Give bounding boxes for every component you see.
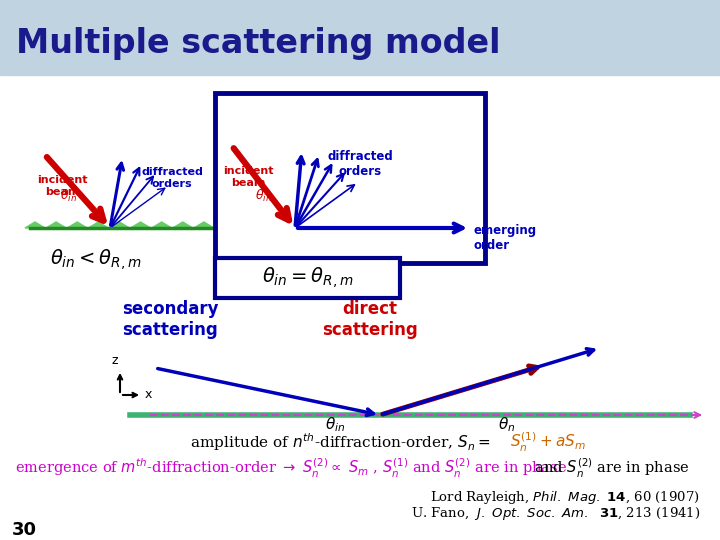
Text: $\theta_{in}$: $\theta_{in}$ [60,188,77,204]
Bar [215,258,400,298]
Bar [0,0,720,75]
Text: incident
beam: incident beam [222,166,274,187]
Text: amplitude of $n^{th}$-diffraction-order, $S_n = $: amplitude of $n^{th}$-diffraction-order,… [190,431,490,453]
Text: $S_n^{(1)} + aS_m$: $S_n^{(1)} + aS_m$ [510,430,586,454]
Polygon shape [405,222,431,228]
Text: secondary
scattering: secondary scattering [122,300,218,339]
Text: Lord Rayleigh, $\mathit{Phil.\ Mag.}$ $\mathbf{14}$, 60 (1907): Lord Rayleigh, $\mathit{Phil.\ Mag.}$ $\… [431,489,700,505]
Polygon shape [67,222,87,228]
Polygon shape [215,222,235,228]
Polygon shape [324,222,349,228]
Text: x: x [145,388,153,402]
Polygon shape [378,222,403,228]
Polygon shape [152,222,171,228]
Polygon shape [89,222,108,228]
Text: Multiple scattering model: Multiple scattering model [16,28,500,60]
Text: emerging
order: emerging order [474,224,537,252]
Text: $\theta_{in} = \theta_{R,m}$: $\theta_{in} = \theta_{R,m}$ [261,266,354,291]
Polygon shape [194,222,214,228]
Text: and $S_n^{(2)}$ are in phase: and $S_n^{(2)}$ are in phase [530,456,690,480]
Polygon shape [243,222,268,228]
Polygon shape [351,222,377,228]
Text: $\theta_{in}$: $\theta_{in}$ [325,415,346,434]
Bar [215,93,485,263]
Text: $\theta_n$: $\theta_n$ [498,415,516,434]
Polygon shape [46,222,66,228]
Text: U. Fano,  $\mathit{J.\ Opt.\ Soc.\ Am.}$  $\mathbf{31}$, 213 (1941): U. Fano, $\mathit{J.\ Opt.\ Soc.\ Am.}$ … [410,504,700,522]
Polygon shape [269,222,295,228]
Text: $\theta_{in}$: $\theta_{in}$ [255,188,272,204]
Polygon shape [109,222,130,228]
Polygon shape [25,222,45,228]
Polygon shape [297,222,322,228]
Text: z: z [112,354,118,367]
Text: incident
beam: incident beam [37,175,87,197]
Text: 30: 30 [12,521,37,539]
Text: $\theta_{in} < \theta_{R,m}$: $\theta_{in} < \theta_{R,m}$ [50,247,142,273]
Text: direct
scattering: direct scattering [322,300,418,339]
Text: diffracted
orders: diffracted orders [327,150,393,178]
Polygon shape [173,222,193,228]
Polygon shape [130,222,150,228]
Polygon shape [215,222,240,228]
Polygon shape [459,222,485,228]
Text: emergence of $m^{th}$-diffraction-order $\rightarrow$ $S_n^{(2)} \propto$ $S_m$ : emergence of $m^{th}$-diffraction-order … [15,456,567,480]
Polygon shape [432,222,458,228]
Text: diffracted
orders: diffracted orders [141,167,203,188]
